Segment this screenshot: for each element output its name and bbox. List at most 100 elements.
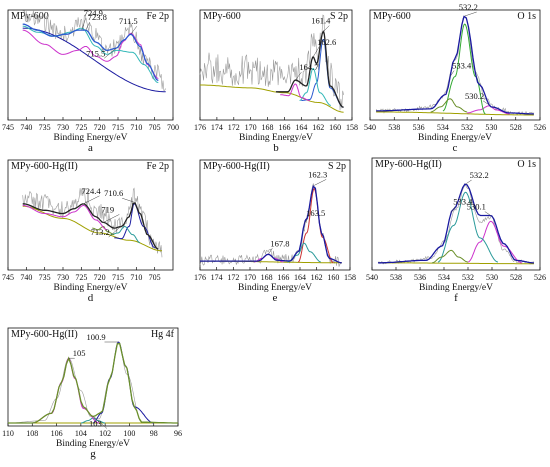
- x-tick-label: 164: [294, 273, 306, 282]
- peak-label: 532.2: [470, 170, 489, 180]
- x-tick-label: 166: [278, 123, 290, 132]
- x-axis-label: Binding Energy/eV: [239, 133, 313, 143]
- panel-b: MPy-600 S 2p 158 160 162 164 166 168 170 172 174 17…: [194, 9, 358, 154]
- series-raw-0: [8, 341, 178, 424]
- plot-frame: [199, 159, 351, 271]
- x-tick-label: 740: [20, 123, 32, 132]
- x-tick-label: 705: [149, 273, 161, 282]
- x-tick-label: 536: [413, 123, 425, 132]
- peak-leader: [464, 11, 477, 17]
- peak-leader: [104, 48, 117, 59]
- x-tick-label: 176: [194, 123, 206, 132]
- peak-label: 105: [73, 348, 86, 358]
- peak-label: 724.4: [82, 186, 102, 196]
- region-title: O 1s: [517, 11, 536, 22]
- x-tick-label: 740: [20, 273, 32, 282]
- peak-leader: [450, 206, 456, 213]
- x-axis-label: Binding Energy/eV: [418, 133, 492, 143]
- x-tick-label: 540: [366, 273, 378, 282]
- x-tick-label: 106: [51, 429, 63, 438]
- series-component-2: [467, 105, 510, 115]
- peak-label: 533.4: [452, 61, 472, 71]
- series-envelope-5: [377, 183, 535, 264]
- peak-label: 162.3: [308, 169, 327, 179]
- x-tick-label: 710: [130, 123, 142, 132]
- plot-frame: [7, 327, 179, 427]
- x-tick-label: 104: [75, 429, 87, 438]
- peak-label: 724.9: [84, 8, 103, 18]
- region-title: O 1s: [517, 159, 536, 170]
- x-tick-label: 528: [510, 273, 522, 282]
- peak-label: 711.5: [119, 16, 138, 26]
- series-component-4: [280, 83, 310, 101]
- series-envelope-4: [22, 23, 159, 82]
- series-envelope-5: [376, 15, 534, 115]
- x-tick-label: 725: [75, 123, 87, 132]
- series-background-1: [22, 27, 166, 93]
- x-tick-label: 172: [228, 123, 240, 132]
- sample-title: MPy-600-Hg(II): [11, 329, 78, 340]
- x-tick-label: 162: [312, 123, 324, 132]
- x-tick-label: 730: [57, 123, 69, 132]
- peak-label: 164.7: [299, 62, 318, 72]
- x-tick-label: 164: [295, 123, 307, 132]
- sample-title: MPy-600-Hg(II): [375, 159, 442, 170]
- panel-letter: d: [88, 292, 94, 304]
- series-component-2: [114, 203, 155, 249]
- series-component-5: [22, 204, 108, 231]
- peak-label: 715.5: [86, 48, 105, 58]
- peak-label: 163.5: [306, 208, 325, 218]
- peak-leader: [314, 179, 327, 186]
- x-axis-label: Binding Energy/eV: [419, 283, 493, 293]
- x-tick-label: 538: [388, 123, 400, 132]
- series-component-3: [110, 226, 141, 244]
- peak-leader: [122, 197, 135, 203]
- series-component-2: [467, 220, 523, 264]
- x-tick-label: 528: [510, 123, 522, 132]
- x-axis-label: Binding Energy/eV: [54, 133, 128, 143]
- x-tick-label: 108: [26, 429, 38, 438]
- x-tick-label: 720: [94, 273, 106, 282]
- x-tick-label: 715: [112, 273, 124, 282]
- region-title: Fe 2p: [147, 161, 170, 172]
- series-component-3: [299, 67, 331, 106]
- x-tick-label: 158: [344, 273, 356, 282]
- series-component-2: [22, 29, 159, 80]
- x-tick-label: 170: [245, 123, 257, 132]
- peak-leader: [83, 195, 100, 205]
- plot-frame: [7, 159, 174, 271]
- plot-frame: [199, 9, 353, 121]
- x-tick-label: 530: [485, 123, 497, 132]
- plot-frame: [7, 9, 174, 121]
- peak-leader: [103, 214, 120, 223]
- panel-d: MPy-600-Hg(II) Fe 2p 705 710 715 720 725 730 735…: [2, 159, 174, 304]
- x-tick-label: 700: [167, 123, 179, 132]
- peak-label: 530.1: [467, 202, 486, 212]
- x-tick-label: 110: [2, 429, 14, 438]
- peak-leader: [130, 26, 138, 35]
- series-envelope-6: [22, 202, 159, 250]
- x-axis-label: Binding Energy/eV: [56, 439, 130, 449]
- series-component-4: [430, 98, 468, 113]
- series-envelope-5: [276, 30, 344, 108]
- peak-label: 162.6: [317, 37, 336, 47]
- peak-label: 530.2: [465, 91, 484, 101]
- sample-title: MPy-600: [203, 11, 241, 22]
- panel-c: MPy-600 O 1s 526 528 530 532 534 536 538 540 Bindi…: [364, 2, 546, 154]
- x-tick-label: 172: [227, 273, 239, 282]
- peak-leader: [449, 70, 455, 77]
- sample-title: MPy-600-Hg(II): [11, 161, 78, 172]
- x-tick-label: 705: [149, 123, 161, 132]
- panel-letter: a: [88, 142, 93, 154]
- x-tick-label: 170: [244, 273, 256, 282]
- x-tick-label: 532: [461, 123, 473, 132]
- x-tick-label: 174: [211, 273, 223, 282]
- panel-g: MPy-600-Hg(II) Hg 4f 96 98 100 102 104 106 108 11…: [2, 327, 182, 460]
- x-tick-label: 735: [39, 273, 51, 282]
- x-tick-label: 160: [327, 273, 339, 282]
- panel-letter: e: [273, 292, 278, 304]
- x-tick-label: 710: [130, 273, 142, 282]
- series-raw-0: [199, 14, 344, 111]
- peak-leader: [108, 222, 125, 238]
